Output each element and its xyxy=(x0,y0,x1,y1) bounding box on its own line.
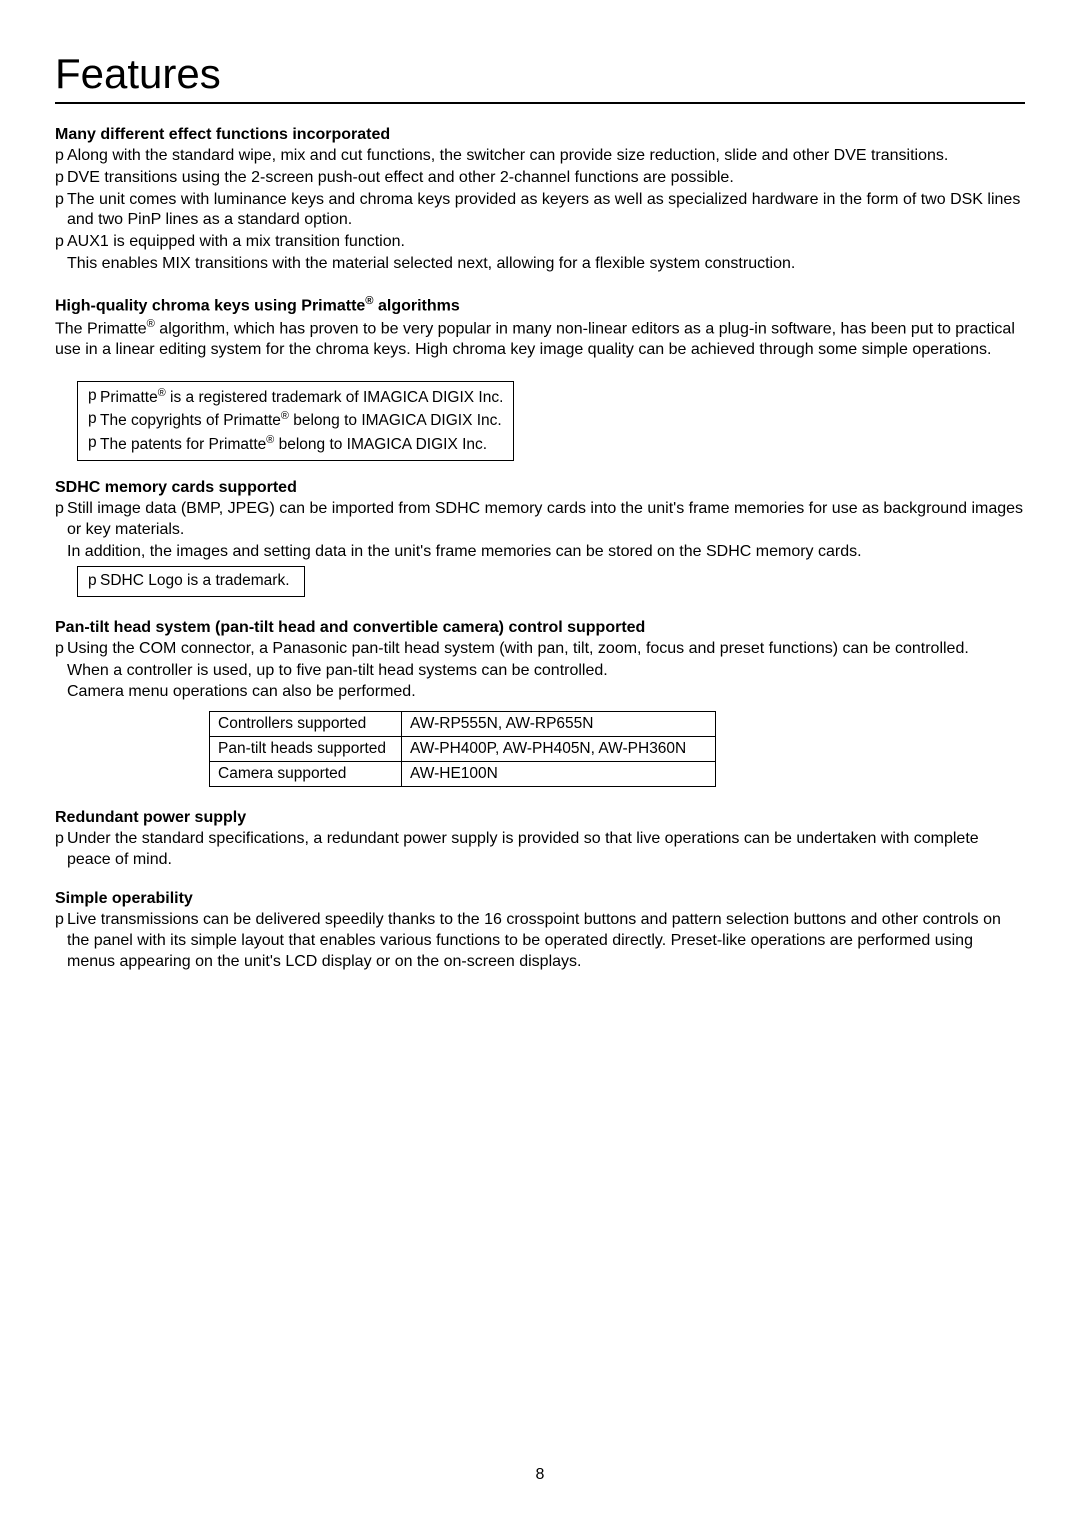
table-cell: AW-RP555N, AW-RP655N xyxy=(402,711,716,736)
bullet-text: The patents for Primatte® belong to IMAG… xyxy=(100,433,503,455)
pantilt-cont-1: When a controller is used, up to five pa… xyxy=(67,661,1025,682)
chroma-box-line-2: p The copyrights of Primatte® belong to … xyxy=(88,409,503,431)
bullet-text: The copyrights of Primatte® belong to IM… xyxy=(100,409,503,431)
bullet-text: Still image data (BMP, JPEG) can be impo… xyxy=(67,499,1025,541)
effects-bullet-2: p DVE transitions using the 2-screen pus… xyxy=(55,168,1025,189)
table-cell: Controllers supported xyxy=(210,711,402,736)
support-table: Controllers supported AW-RP555N, AW-RP65… xyxy=(209,711,716,787)
effects-bullet-4-cont: This enables MIX transitions with the ma… xyxy=(67,254,1025,275)
title-divider xyxy=(55,102,1025,104)
sdhc-heading: SDHC memory cards supported xyxy=(55,479,1025,497)
bullet-prefix: p xyxy=(55,232,67,253)
table-cell: Camera supported xyxy=(210,761,402,786)
effects-heading: Many different effect functions incorpor… xyxy=(55,126,1025,144)
table-cell: AW-HE100N xyxy=(402,761,716,786)
table-row: Camera supported AW-HE100N xyxy=(210,761,716,786)
chroma-heading: High-quality chroma keys using Primatte®… xyxy=(55,295,1025,315)
bullet-prefix: p xyxy=(55,639,67,660)
effects-bullet-1: p Along with the standard wipe, mix and … xyxy=(55,146,1025,167)
bullet-text: The unit comes with luminance keys and c… xyxy=(67,190,1025,232)
bullet-text: Along with the standard wipe, mix and cu… xyxy=(67,146,1025,167)
sdhc-bullet-1: p Still image data (BMP, JPEG) can be im… xyxy=(55,499,1025,541)
simple-bullet-1: p Live transmissions can be delivered sp… xyxy=(55,910,1025,972)
bullet-text: Under the standard specifications, a red… xyxy=(67,829,1025,871)
section-effects: Many different effect functions incorpor… xyxy=(55,126,1025,275)
pantilt-heading: Pan-tilt head system (pan-tilt head and … xyxy=(55,619,1025,637)
bullet-prefix: p xyxy=(55,168,67,189)
bullet-prefix: p xyxy=(88,571,100,591)
bullet-prefix: p xyxy=(55,829,67,871)
chroma-trademark-box: p Primatte® is a registered trademark of… xyxy=(77,381,514,461)
bullet-text: DVE transitions using the 2-screen push-… xyxy=(67,168,1025,189)
table-row: Pan-tilt heads supported AW-PH400P, AW-P… xyxy=(210,736,716,761)
bullet-prefix: p xyxy=(55,146,67,167)
section-pantilt: Pan-tilt head system (pan-tilt head and … xyxy=(55,619,1025,786)
table-cell: Pan-tilt heads supported xyxy=(210,736,402,761)
bullet-text: SDHC Logo is a trademark. xyxy=(100,571,290,591)
power-bullet-1: p Under the standard specifications, a r… xyxy=(55,829,1025,871)
section-power: Redundant power supply p Under the stand… xyxy=(55,809,1025,871)
section-simple: Simple operability p Live transmissions … xyxy=(55,890,1025,972)
bullet-prefix: p xyxy=(88,386,100,408)
section-chroma: High-quality chroma keys using Primatte®… xyxy=(55,295,1025,479)
bullet-text: Live transmissions can be delivered spee… xyxy=(67,910,1025,972)
pantilt-cont-2: Camera menu operations can also be perfo… xyxy=(67,682,1025,703)
effects-bullet-3: p The unit comes with luminance keys and… xyxy=(55,190,1025,232)
page-title: Features xyxy=(55,50,1025,98)
bullet-prefix: p xyxy=(55,910,67,972)
bullet-prefix: p xyxy=(88,433,100,455)
chroma-box-line-3: p The patents for Primatte® belong to IM… xyxy=(88,433,503,455)
bullet-text: Using the COM connector, a Panasonic pan… xyxy=(67,639,1025,660)
chroma-box-line-1: p Primatte® is a registered trademark of… xyxy=(88,386,503,408)
table-cell: AW-PH400P, AW-PH405N, AW-PH360N xyxy=(402,736,716,761)
sdhc-box-line-1: p SDHC Logo is a trademark. xyxy=(88,571,290,591)
pantilt-bullet-1: p Using the COM connector, a Panasonic p… xyxy=(55,639,1025,660)
chroma-paragraph: The Primatte® algorithm, which has prove… xyxy=(55,317,1025,361)
bullet-text: Primatte® is a registered trademark of I… xyxy=(100,386,503,408)
simple-heading: Simple operability xyxy=(55,890,1025,908)
sdhc-trademark-box: p SDHC Logo is a trademark. xyxy=(77,566,305,597)
effects-bullet-4: p AUX1 is equipped with a mix transition… xyxy=(55,232,1025,253)
section-sdhc: SDHC memory cards supported p Still imag… xyxy=(55,479,1025,620)
page-number: 8 xyxy=(0,1466,1080,1484)
power-heading: Redundant power supply xyxy=(55,809,1025,827)
bullet-prefix: p xyxy=(55,499,67,541)
table-row: Controllers supported AW-RP555N, AW-RP65… xyxy=(210,711,716,736)
bullet-text: AUX1 is equipped with a mix transition f… xyxy=(67,232,1025,253)
bullet-prefix: p xyxy=(55,190,67,232)
bullet-prefix: p xyxy=(88,409,100,431)
sdhc-bullet-1-cont: In addition, the images and setting data… xyxy=(67,542,1025,563)
